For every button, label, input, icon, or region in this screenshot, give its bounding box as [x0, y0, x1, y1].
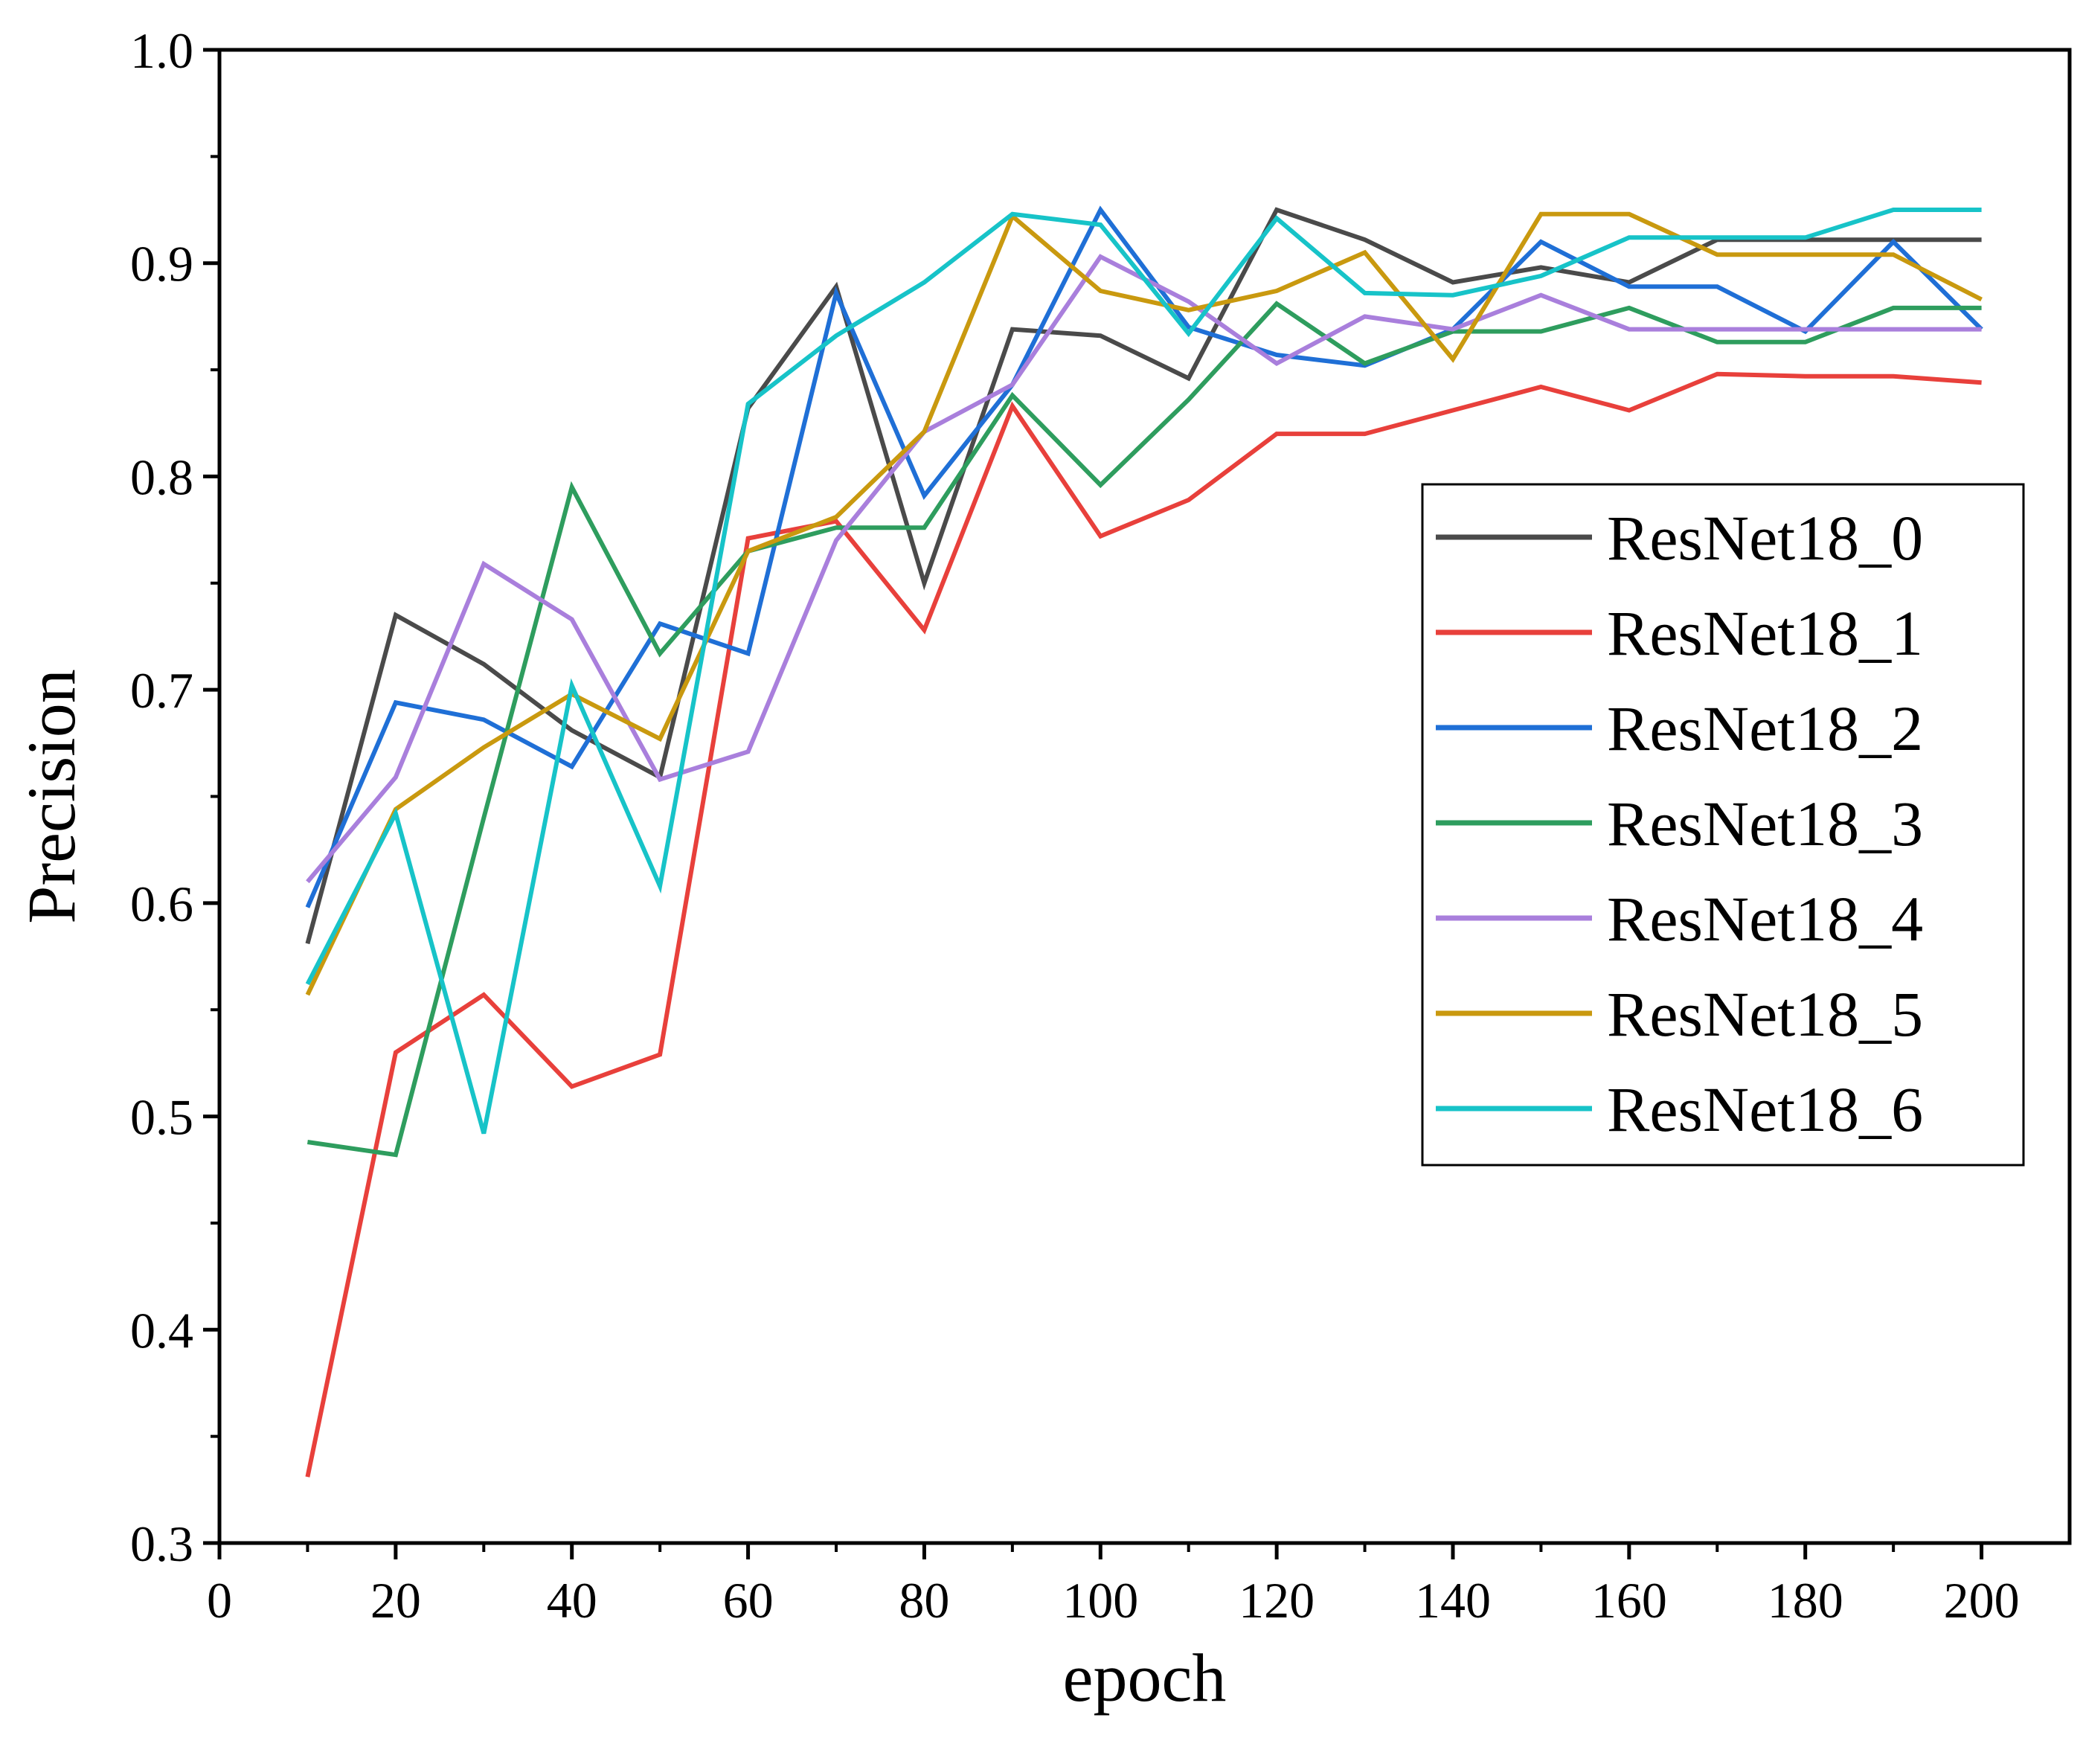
series-line-resnet18-3	[306, 301, 1982, 1158]
legend-label: ResNet18_3	[1607, 788, 1923, 859]
legend-label: ResNet18_1	[1607, 597, 1923, 669]
series-line-resnet18-2	[305, 205, 1983, 908]
legend-label: ResNet18_6	[1607, 1074, 1923, 1145]
x-tick-label: 60	[723, 1572, 774, 1629]
x-tick-label: 200	[1944, 1572, 2020, 1629]
x-tick-label: 120	[1239, 1572, 1315, 1629]
x-tick-label: 80	[899, 1572, 949, 1629]
legend-label: ResNet18_4	[1607, 883, 1923, 955]
legend-label: ResNet18_5	[1607, 978, 1923, 1050]
legend-label: ResNet18_2	[1607, 693, 1923, 764]
y-tick-label: 0.7	[130, 662, 193, 719]
legend: ResNet18_0 ResNet18_1 ResNet18_2 ResNet18_3…	[1421, 483, 2025, 1167]
y-axis-title: Precision	[13, 669, 89, 923]
x-tick-label: 0	[207, 1572, 232, 1629]
x-tick-label: 160	[1591, 1572, 1667, 1629]
y-tick-label: 0.4	[130, 1302, 193, 1359]
x-tick-label: 40	[547, 1572, 597, 1629]
y-tick-label: 1.0	[130, 22, 193, 79]
series-line-resnet18-6	[305, 208, 1982, 1135]
legend-label: ResNet18_0	[1607, 502, 1923, 574]
x-axis-ticks: 0 20 40 60 80 100 120 140 160 180 200	[207, 1543, 2020, 1629]
plot-frame	[217, 48, 2072, 1545]
y-tick-label: 0.6	[130, 876, 193, 932]
x-tick-label: 20	[370, 1572, 421, 1629]
series-line-resnet18-5	[305, 211, 1983, 996]
x-axis-title: epoch	[1063, 1640, 1227, 1716]
y-tick-label: 0.9	[130, 236, 193, 292]
series-lines	[305, 205, 1983, 1478]
y-tick-label: 0.5	[130, 1089, 193, 1146]
y-tick-label: 0.3	[130, 1516, 193, 1572]
series-line-resnet18-1	[305, 371, 1982, 1478]
x-tick-label: 180	[1768, 1572, 1843, 1629]
y-axis-ticks: 0.3 0.4 0.5 0.6 0.7 0.8 0.9 1.0	[130, 22, 219, 1572]
x-tick-label: 100	[1062, 1572, 1138, 1629]
y-tick-label: 0.8	[130, 449, 193, 505]
x-tick-label: 140	[1415, 1572, 1491, 1629]
